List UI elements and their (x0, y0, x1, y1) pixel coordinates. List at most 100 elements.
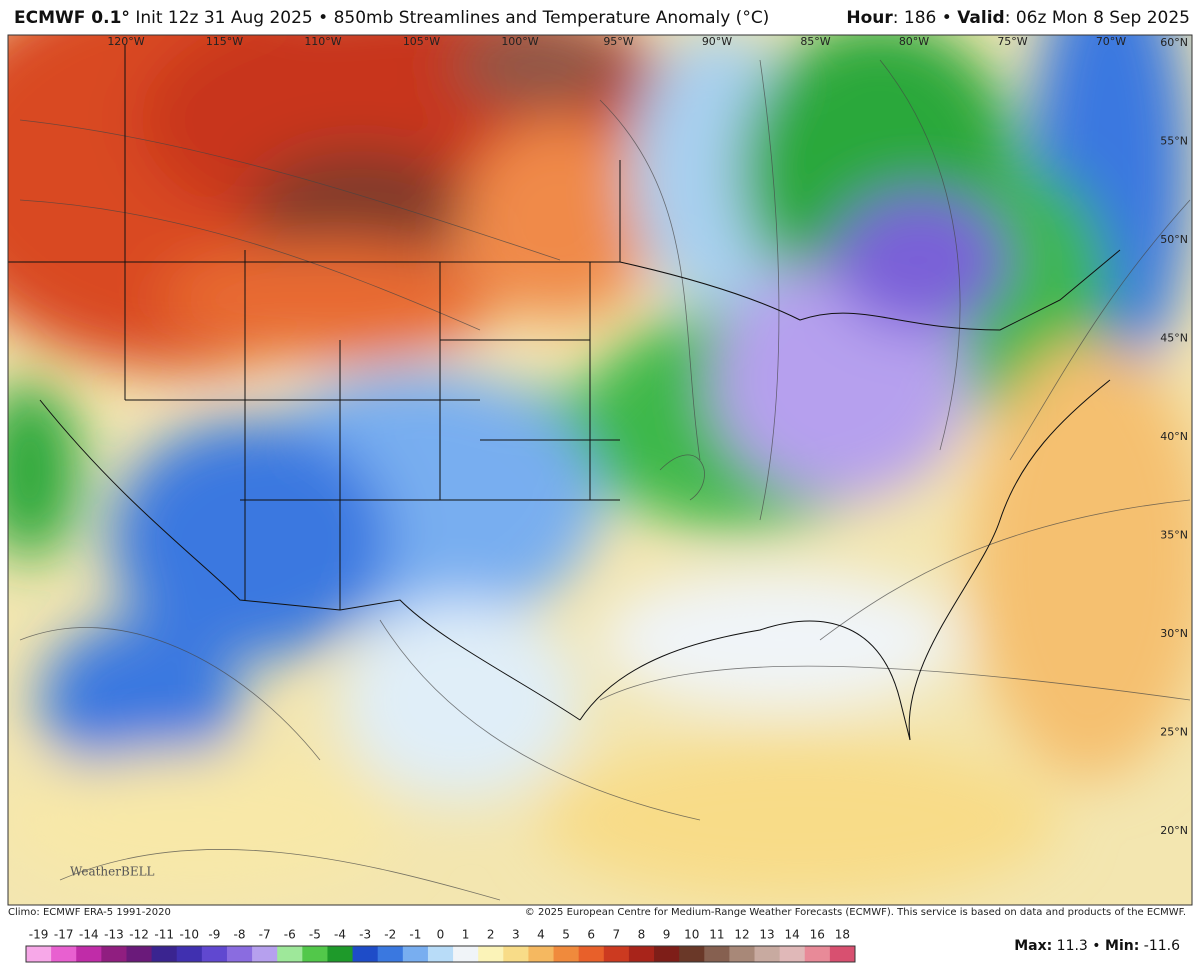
colorbar-label: 13 (759, 928, 774, 942)
longitude-label: 95°W (603, 35, 633, 48)
hour-value: : 186 • (893, 8, 952, 28)
longitude-label: 120°W (107, 35, 144, 48)
colorbar-swatch (829, 946, 856, 962)
latitude-label: 30°N (1160, 627, 1188, 640)
longitude-label: 90°W (702, 35, 732, 48)
copyright: © 2025 European Centre for Medium-Range … (525, 907, 1186, 918)
colorbar-frame (25, 945, 856, 963)
min-label: Min: (1105, 938, 1139, 954)
colorbar-label: 5 (562, 928, 570, 942)
watermark: WeatherBELL (70, 865, 155, 879)
colorbar-swatch (126, 946, 153, 962)
colorbar-swatch (528, 946, 555, 962)
streamlines (19, 59, 1191, 901)
colorbar-label: 9 (663, 928, 671, 942)
borders (8, 45, 1121, 741)
valid-label: Valid (957, 8, 1005, 28)
colorbar-label: -6 (284, 928, 296, 942)
longitude-label: 85°W (800, 35, 830, 48)
longitude-label: 100°W (501, 35, 538, 48)
colorbar-swatch (277, 946, 303, 962)
colorbar-swatch (26, 946, 52, 962)
colorbar-label: 11 (709, 928, 724, 942)
latitude-label: 45°N (1160, 332, 1188, 345)
colorbar-swatch (603, 946, 630, 962)
colorbar-swatch (327, 946, 354, 962)
colorbar-label: 18 (835, 928, 850, 942)
longitude-label: 105°W (403, 35, 440, 48)
latitude-label: 60°N (1160, 36, 1188, 49)
colorbar-swatch (679, 946, 705, 962)
colorbar-swatch (352, 946, 379, 962)
colorbar-swatch (553, 946, 580, 962)
colorbar-label: 1 (462, 928, 470, 942)
colorbar-label: 8 (638, 928, 646, 942)
colorbar-swatch (51, 946, 77, 962)
colorbar-label: -1 (409, 928, 421, 942)
colorbar-swatch (402, 946, 429, 962)
colorbar-label: 10 (684, 928, 699, 942)
latitude-label: 20°N (1160, 824, 1188, 837)
colorbar-swatch (101, 946, 127, 962)
separator: • (1092, 938, 1100, 954)
colorbar-label: -14 (79, 928, 99, 942)
longitude-label: 80°W (899, 35, 929, 48)
colorbar-label: 3 (512, 928, 520, 942)
latitude-label: 50°N (1160, 233, 1188, 246)
colorbar-swatch (176, 946, 203, 962)
colorbar-swatch (578, 946, 605, 962)
colorbar-swatch (427, 946, 454, 962)
longitude-label: 75°W (997, 35, 1027, 48)
longitude-label: 115°W (206, 35, 243, 48)
colorbar-label: -17 (54, 928, 74, 942)
colorbar-label: -3 (359, 928, 371, 942)
colorbar-swatch (377, 946, 404, 962)
colorbar-label: -10 (179, 928, 199, 942)
colorbar-label: -8 (234, 928, 246, 942)
map: WeatherBELL (8, 35, 1192, 905)
colorbar-swatch (201, 946, 228, 962)
colorbar-swatch (252, 946, 278, 962)
colorbar-label: -9 (208, 928, 220, 942)
valid-time: Hour: 186 • Valid: 06z Mon 8 Sep 2025 (846, 8, 1190, 28)
max-label: Max: (1014, 938, 1052, 954)
colorbar-label: -7 (259, 928, 271, 942)
colorbar-label: 16 (810, 928, 825, 942)
climo: Climo: ECMWF ERA-5 1991-2020 (8, 907, 171, 918)
colorbar-swatch (453, 946, 479, 962)
colorbar-swatch (654, 946, 680, 962)
hour-label: Hour (846, 8, 893, 28)
colorbar-label: 7 (613, 928, 621, 942)
latitude-label: 55°N (1160, 135, 1188, 148)
colorbar-label: 0 (437, 928, 445, 942)
colorbar-label: -13 (104, 928, 124, 942)
map-frame (7, 34, 1193, 906)
colorbar-swatch (151, 946, 178, 962)
colorbar-label: -2 (384, 928, 396, 942)
colorbar-swatch (302, 946, 328, 962)
colorbar-label: -11 (154, 928, 174, 942)
colorbar-swatch (628, 946, 655, 962)
valid-value: : 06z Mon 8 Sep 2025 (1005, 8, 1190, 28)
longitude-label: 70°W (1096, 35, 1126, 48)
title: ECMWF 0.1° Init 12z 31 Aug 2025 • 850mb … (14, 8, 769, 28)
model: ECMWF 0.1° (14, 8, 130, 28)
colorbar-label: 12 (734, 928, 749, 942)
latitude-label: 35°N (1160, 529, 1188, 542)
colorbar-swatch (754, 946, 781, 962)
colorbar-swatch (76, 946, 102, 962)
anomaly-field (8, 35, 1192, 900)
latitude-label: 25°N (1160, 726, 1188, 739)
colorbar-swatch (704, 946, 730, 962)
colorbar-swatch (729, 946, 756, 962)
colorbar-swatch (779, 946, 806, 962)
min-value: -11.6 (1144, 938, 1180, 954)
colorbar-label: -5 (309, 928, 321, 942)
colorbar-swatch (478, 946, 504, 962)
max-value: 11.3 (1057, 938, 1088, 954)
longitude-label: 110°W (304, 35, 341, 48)
colorbar-swatch (503, 946, 529, 962)
colorbar-label: -12 (129, 928, 149, 942)
colorbar-label: 2 (487, 928, 495, 942)
